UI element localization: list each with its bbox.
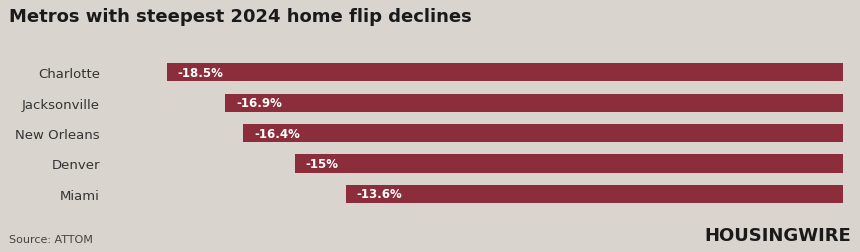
Bar bbox=[243, 124, 843, 143]
Text: -13.6%: -13.6% bbox=[357, 187, 402, 201]
Text: Metros with steepest 2024 home flip declines: Metros with steepest 2024 home flip decl… bbox=[9, 8, 471, 25]
Text: -18.5%: -18.5% bbox=[177, 67, 224, 80]
Bar bbox=[346, 185, 843, 203]
Bar bbox=[294, 155, 843, 173]
Bar bbox=[225, 94, 843, 112]
Text: Source: ATTOM: Source: ATTOM bbox=[9, 234, 93, 244]
Text: -15%: -15% bbox=[305, 157, 339, 170]
Text: -16.4%: -16.4% bbox=[255, 127, 300, 140]
Text: -16.9%: -16.9% bbox=[236, 97, 282, 110]
Bar bbox=[167, 64, 843, 82]
Text: HOUSINGWIRE: HOUSINGWIRE bbox=[704, 227, 851, 244]
